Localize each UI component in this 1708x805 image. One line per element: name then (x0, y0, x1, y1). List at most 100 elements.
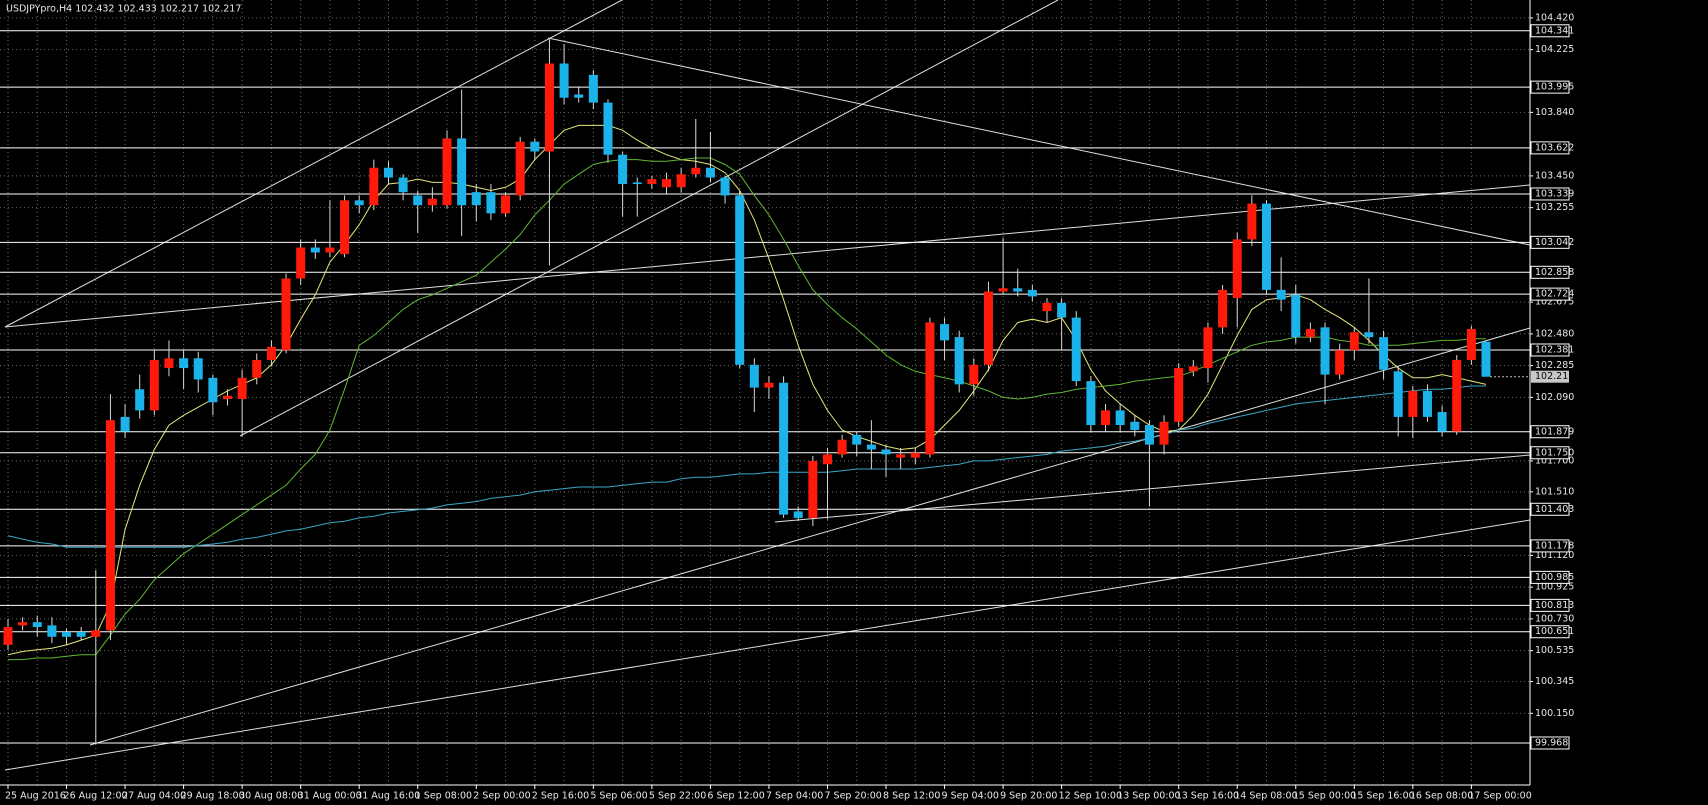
candle-body (1335, 350, 1345, 375)
level-label-box (1530, 625, 1570, 639)
candle-body (369, 167, 379, 206)
x-tick-label: 6 Sep 12:00 (707, 791, 764, 802)
candle-body (1159, 421, 1169, 445)
y-tick-label: 100.730 (1535, 613, 1574, 624)
candle-body (618, 154, 628, 185)
y-tick-label: 102.675 (1535, 297, 1574, 308)
level-label-box (1530, 446, 1570, 460)
candle-body (18, 622, 28, 626)
level-label-box (1530, 570, 1570, 584)
level-label-box (1530, 502, 1570, 516)
candle-body (1203, 327, 1213, 369)
x-tick-label: 13 Sep 00:00 (1117, 791, 1180, 802)
trend-line (239, 0, 1059, 437)
candle-body (1452, 359, 1462, 432)
level-label-box (1530, 343, 1570, 357)
candle-body (588, 74, 598, 103)
candle-body (193, 358, 203, 380)
y-tick-label: 101.510 (1535, 486, 1574, 497)
candle-body (62, 631, 72, 637)
candle-body (1218, 289, 1228, 328)
level-label-box (1530, 425, 1570, 439)
candle-body (1379, 337, 1389, 370)
y-tick-label: 101.700 (1535, 455, 1574, 466)
level-label-box (1530, 539, 1570, 553)
x-tick-label: 15 Sep 00:00 (1293, 791, 1356, 802)
x-tick-label: 1 Sep 08:00 (415, 791, 472, 802)
candle-body (340, 200, 350, 255)
candle-body (427, 198, 437, 206)
candle-body (1130, 421, 1140, 430)
candle-body (223, 395, 233, 400)
moving-average (7, 124, 1487, 656)
candle-body (998, 288, 1008, 292)
candle-body (354, 200, 364, 206)
candle-body (954, 337, 964, 385)
current-price-box (1531, 370, 1569, 383)
candle-body (559, 63, 569, 98)
current-price-label: 102.217 (1535, 371, 1574, 382)
candle-body (310, 247, 320, 253)
candle-body (1276, 289, 1286, 300)
level-label: 101.879 (1535, 426, 1574, 437)
y-tick-label: 103.255 (1535, 202, 1574, 213)
candle-body (486, 192, 496, 214)
candle-body (705, 167, 715, 178)
y-tick-label: 104.420 (1535, 12, 1574, 23)
candle-body (1320, 327, 1330, 375)
x-tick-label: 31 Aug 00:00 (298, 791, 362, 802)
y-tick-label: 104.225 (1535, 44, 1574, 55)
candle-body (471, 192, 481, 206)
candle-body (515, 141, 525, 196)
candle-body (1247, 203, 1257, 240)
x-tick-label: 13 Sep 16:00 (1176, 791, 1239, 802)
candle-body (544, 63, 554, 152)
candle-body (603, 102, 613, 155)
level-label-box (1530, 24, 1570, 38)
candle-body (1305, 328, 1315, 338)
y-tick-label: 103.450 (1535, 170, 1574, 181)
candle-body (457, 138, 467, 206)
candle-body (1349, 332, 1359, 351)
level-label: 100.813 (1535, 600, 1574, 611)
y-tick-label: 102.090 (1535, 392, 1574, 403)
candle-body (237, 377, 247, 400)
candle-body (822, 454, 832, 465)
candle-body (574, 94, 584, 98)
candle-body (252, 359, 262, 378)
x-tick-label: 7 Sep 20:00 (824, 791, 881, 802)
x-tick-label: 27 Aug 04:00 (122, 791, 186, 802)
candle-body (135, 389, 145, 411)
level-label-box (1530, 80, 1570, 94)
level-label: 102.724 (1535, 289, 1574, 300)
candle-body (179, 358, 189, 369)
level-label: 100.651 (1535, 626, 1574, 637)
candle-body (925, 322, 935, 455)
candle-body (632, 182, 642, 185)
chart-title: USDJPYpro,H4 102.432 102.433 102.217 102… (6, 4, 241, 15)
candle-body (1261, 203, 1271, 290)
candle-body (1057, 302, 1067, 318)
candle-body (1071, 317, 1081, 382)
y-tick-label: 100.345 (1535, 676, 1574, 687)
candle-body (749, 364, 759, 388)
x-tick-label: 25 Aug 2016 (5, 791, 66, 802)
level-label: 103.042 (1535, 237, 1574, 248)
candle-body (910, 452, 920, 458)
candle-body (1027, 289, 1037, 297)
level-label: 100.985 (1535, 572, 1574, 583)
x-tick-label: 29 Aug 18:00 (181, 791, 245, 802)
level-label-box (1530, 187, 1570, 201)
level-label: 101.750 (1535, 447, 1574, 458)
moving-average (7, 385, 1486, 548)
candle-body (1144, 425, 1154, 445)
x-tick-label: 9 Sep 04:00 (942, 791, 999, 802)
level-label: 101.178 (1535, 540, 1574, 551)
candle-body (808, 460, 818, 518)
candle-body (281, 278, 291, 351)
candle-body (1013, 288, 1023, 292)
candle-body (325, 247, 335, 253)
candle-body (208, 377, 218, 403)
candle-body (296, 247, 306, 279)
